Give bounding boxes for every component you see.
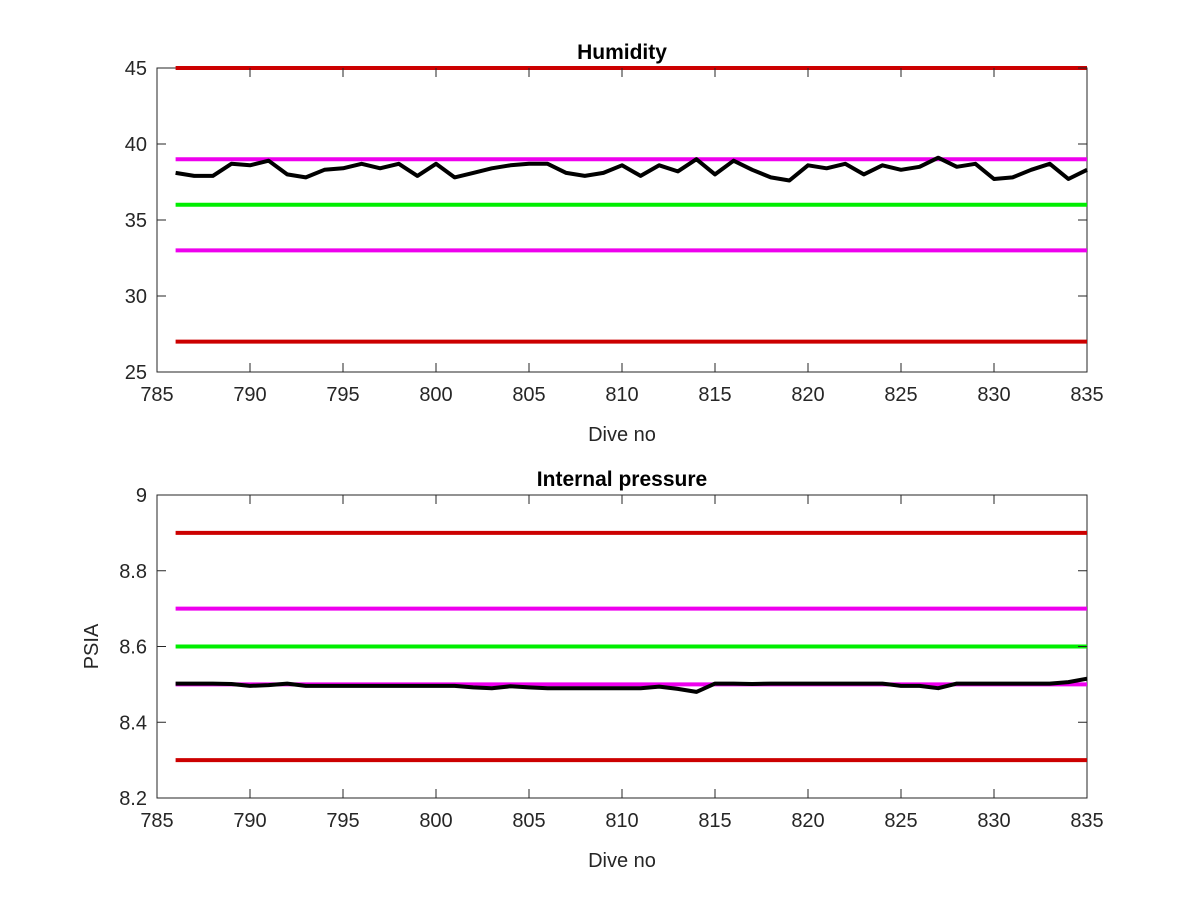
- humidity-xtick-label-4: 805: [512, 384, 545, 406]
- pressure-ytick-label-2: 8.6: [119, 637, 147, 659]
- pressure-xtick-label-2: 795: [326, 810, 359, 832]
- pressure-ylabel: PSIA: [81, 623, 103, 669]
- humidity-ytick-label-3: 40: [125, 134, 147, 156]
- pressure-xtick-label-10: 835: [1070, 810, 1103, 832]
- pressure-xtick-label-3: 800: [419, 810, 452, 832]
- humidity-xtick-label-6: 815: [698, 384, 731, 406]
- humidity-ytick-label-0: 25: [125, 362, 147, 384]
- pressure-xtick-label-1: 790: [233, 810, 266, 832]
- humidity-xtick-label-7: 820: [791, 384, 824, 406]
- pressure-ytick-label-0: 8.2: [119, 788, 147, 810]
- humidity-series-line-0: [175, 155, 1088, 183]
- pressure-xtick-label-8: 825: [884, 810, 917, 832]
- pressure-xtick-label-9: 830: [977, 810, 1010, 832]
- humidity-ytick-label-2: 35: [125, 210, 147, 232]
- pressure-xlabel: Dive no: [588, 850, 656, 872]
- humidity-xtick-label-0: 785: [140, 384, 173, 406]
- pressure-title: Internal pressure: [537, 468, 707, 491]
- humidity-xtick-label-1: 790: [233, 384, 266, 406]
- pressure-series-line-0: [175, 676, 1088, 694]
- humidity-xtick-label-9: 830: [977, 384, 1010, 406]
- humidity-xtick-label-10: 835: [1070, 384, 1103, 406]
- pressure-axes: 785 790 795 800 805 810 815 820 825 830 835 8.2 8.4 8…: [81, 468, 1104, 872]
- humidity-axes: 785 790 795 800 805 810 815 820 825 830 835 25 30 35 4…: [125, 41, 1104, 446]
- pressure-xtick-label-6: 815: [698, 810, 731, 832]
- humidity-plot-frame: [156, 67, 1088, 373]
- humidity-ytick-label-4: 45: [125, 58, 147, 80]
- pressure-xtick-label-7: 820: [791, 810, 824, 832]
- humidity-xtick-label-5: 810: [605, 384, 638, 406]
- pressure-ytick-label-3: 8.8: [119, 561, 147, 583]
- pressure-ytick-label-4: 9: [136, 485, 147, 507]
- humidity-xtick-label-8: 825: [884, 384, 917, 406]
- humidity-ytick-label-1: 30: [125, 286, 147, 308]
- humidity-xlabel: Dive no: [588, 424, 656, 446]
- pressure-xtick-label-4: 805: [512, 810, 545, 832]
- humidity-title: Humidity: [577, 41, 667, 64]
- humidity-xtick-label-3: 800: [419, 384, 452, 406]
- pressure-xtick-label-5: 810: [605, 810, 638, 832]
- pressure-xtick-label-0: 785: [140, 810, 173, 832]
- humidity-xtick-label-2: 795: [326, 384, 359, 406]
- pressure-ytick-label-1: 8.4: [119, 712, 147, 734]
